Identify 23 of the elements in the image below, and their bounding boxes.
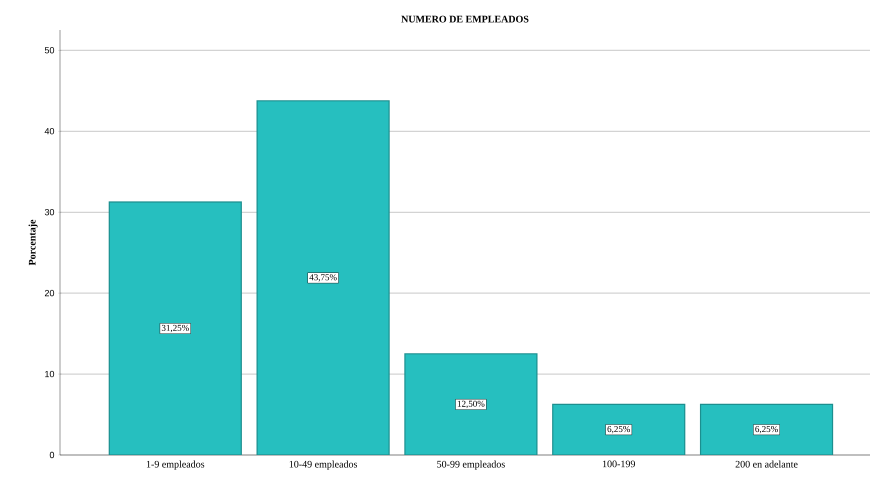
data-label: 6,25% [755, 426, 778, 434]
bar [552, 404, 686, 455]
y-tick-label: 40 [44, 128, 54, 134]
y-tick-label: 10 [45, 370, 54, 378]
bar [256, 100, 390, 455]
x-tick-label: 100-199 [602, 460, 635, 468]
y-tick-label: 50 [44, 47, 54, 54]
y-tick-label: 0 [50, 452, 54, 458]
data-label: 12,50% [458, 400, 484, 408]
y-axis-title: Porcentaje [28, 220, 38, 266]
bar [108, 201, 242, 455]
y-tick-label: 30 [44, 208, 54, 216]
bar [700, 404, 834, 455]
y-tick-label: 20 [44, 290, 54, 296]
x-tick-label: 10-49 empleados [290, 460, 358, 470]
bar [404, 353, 538, 455]
data-label: 43,75% [309, 274, 337, 282]
chart-title: NUMERO DE EMPLEADOS [401, 16, 528, 22]
x-tick-label: 200 en adelante [736, 460, 798, 468]
data-label: 6,25% [608, 426, 630, 434]
data-label: 31,25% [162, 324, 189, 332]
x-tick-label: 1-9 empleados [146, 460, 204, 470]
x-tick-label: 50-99 empleados [437, 460, 505, 470]
